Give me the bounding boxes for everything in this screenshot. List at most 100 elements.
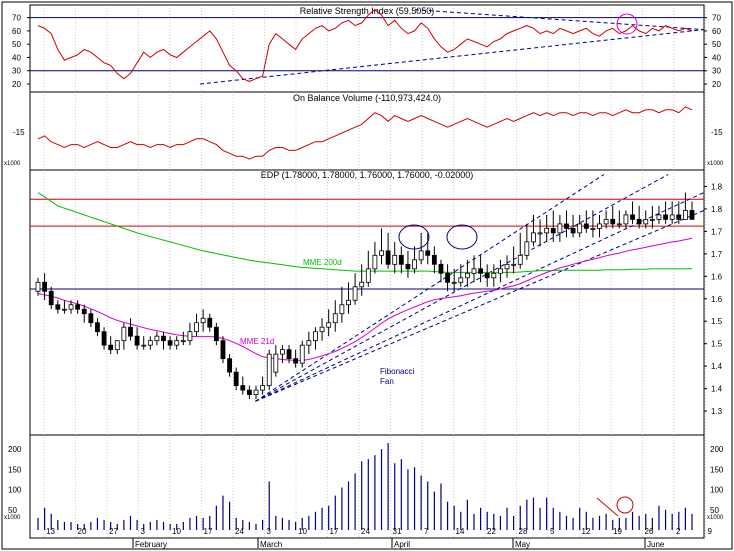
x-day-label-3: 3 xyxy=(141,527,146,536)
candle-body xyxy=(412,259,417,270)
candle xyxy=(405,250,411,278)
candle-body xyxy=(246,389,252,395)
candle xyxy=(610,205,616,229)
rsi-ticks-left: 70 60 50 40 30 20 xyxy=(12,14,30,89)
candle xyxy=(108,336,114,355)
candle-body xyxy=(590,227,596,230)
fan-line-0 xyxy=(255,174,669,402)
candle xyxy=(200,309,206,332)
candle xyxy=(603,210,609,229)
price-annotation-ellipse-2 xyxy=(446,224,478,250)
x-day-label-2: 27 xyxy=(109,527,118,536)
candle-body xyxy=(35,281,41,292)
candle xyxy=(273,345,279,377)
candle-body xyxy=(194,322,199,333)
volume-panel: 200 200 150 150 100 100 50 50 x1000 x1000 xyxy=(4,443,724,530)
candle-body xyxy=(147,340,153,346)
candle-body xyxy=(438,263,444,274)
candle xyxy=(332,300,338,332)
volume-tick-right-0: 200 xyxy=(710,445,724,454)
candle-body xyxy=(531,232,536,243)
candle-body xyxy=(392,254,398,265)
candle xyxy=(326,309,332,337)
candle-body xyxy=(253,389,259,395)
price-tick-3: 1.7 xyxy=(711,250,723,259)
candle-body xyxy=(121,326,127,342)
candle-body xyxy=(174,340,180,346)
candle-body xyxy=(306,340,312,346)
rsi-tick-right-1: 60 xyxy=(712,27,721,36)
candle-body xyxy=(405,263,411,270)
candle xyxy=(227,354,232,377)
volume-tick-right-3: 50 xyxy=(710,506,719,515)
candle xyxy=(564,210,569,238)
candle xyxy=(464,259,470,287)
candle xyxy=(557,214,563,242)
candle-body xyxy=(161,335,166,342)
candle-body xyxy=(332,313,338,324)
x-month-label-4: June xyxy=(647,540,665,549)
volume-tick-left-0: 200 xyxy=(8,445,22,454)
candle-body xyxy=(319,326,325,333)
mme200-line xyxy=(37,192,692,273)
candle xyxy=(319,318,325,341)
candle xyxy=(669,201,675,224)
volume-tick-right-1: 150 xyxy=(710,465,724,474)
candle-body xyxy=(114,340,120,351)
candle-body xyxy=(471,268,477,274)
rsi-tick-left-2: 50 xyxy=(12,40,21,49)
candle xyxy=(299,340,305,368)
candle-body xyxy=(597,223,602,229)
price-ticks: 1.8 1.8 1.7 1.7 1.6 1.6 1.5 1.5 1.4 1.4 1.3 xyxy=(704,182,723,416)
candle xyxy=(167,336,173,350)
x-day-label-16: 5 xyxy=(550,527,555,536)
candle-body xyxy=(220,340,226,360)
rsi-level-lines xyxy=(30,17,704,72)
candle xyxy=(313,327,318,350)
candle-body xyxy=(240,385,246,391)
candle-body xyxy=(398,254,404,265)
price-annotation-ellipse-1 xyxy=(398,224,430,250)
x-day-label-19: 26 xyxy=(645,527,654,536)
candle-body xyxy=(458,277,464,283)
candle xyxy=(656,205,662,224)
rsi-tick-left-0: 70 xyxy=(12,14,21,23)
candle-body xyxy=(280,349,285,355)
candle-body xyxy=(636,219,642,225)
candle xyxy=(280,345,285,364)
candle-body xyxy=(213,326,219,342)
candle-body xyxy=(62,308,67,311)
obv-tick-right: -15 xyxy=(711,128,723,137)
rsi-tick-right-5: 20 xyxy=(712,80,721,89)
candle-body xyxy=(273,353,279,373)
candle-body xyxy=(557,223,563,234)
x-day-label-8: 10 xyxy=(298,527,307,536)
candle xyxy=(75,300,81,314)
candle-body xyxy=(187,331,193,342)
price-title: EDP (1.78000, 1.78000, 1.76000, 1.76000,… xyxy=(261,170,474,180)
candle xyxy=(491,264,497,287)
candle-body xyxy=(418,250,424,261)
candle xyxy=(180,331,186,346)
x-day-label-5: 17 xyxy=(204,527,213,536)
candle xyxy=(55,300,61,314)
rsi-tick-left-3: 40 xyxy=(12,53,21,62)
x-day-label-20: 2 xyxy=(676,527,681,536)
fibonacci-fan-lines xyxy=(255,174,705,402)
candle-body xyxy=(167,340,173,346)
candle-body xyxy=(134,335,140,346)
candle xyxy=(154,331,160,346)
candle-body xyxy=(141,344,147,347)
candle xyxy=(663,201,668,224)
candle-body xyxy=(643,219,649,225)
candle-body xyxy=(682,210,688,220)
candle xyxy=(471,255,477,283)
grid-lines xyxy=(43,5,706,538)
candle xyxy=(544,214,550,242)
price-tick-4: 1.6 xyxy=(711,272,723,281)
candle xyxy=(121,322,127,350)
candle xyxy=(458,264,464,287)
x-day-label-12: 7 xyxy=(424,527,429,536)
candle-body xyxy=(610,219,616,225)
candle xyxy=(484,264,490,287)
